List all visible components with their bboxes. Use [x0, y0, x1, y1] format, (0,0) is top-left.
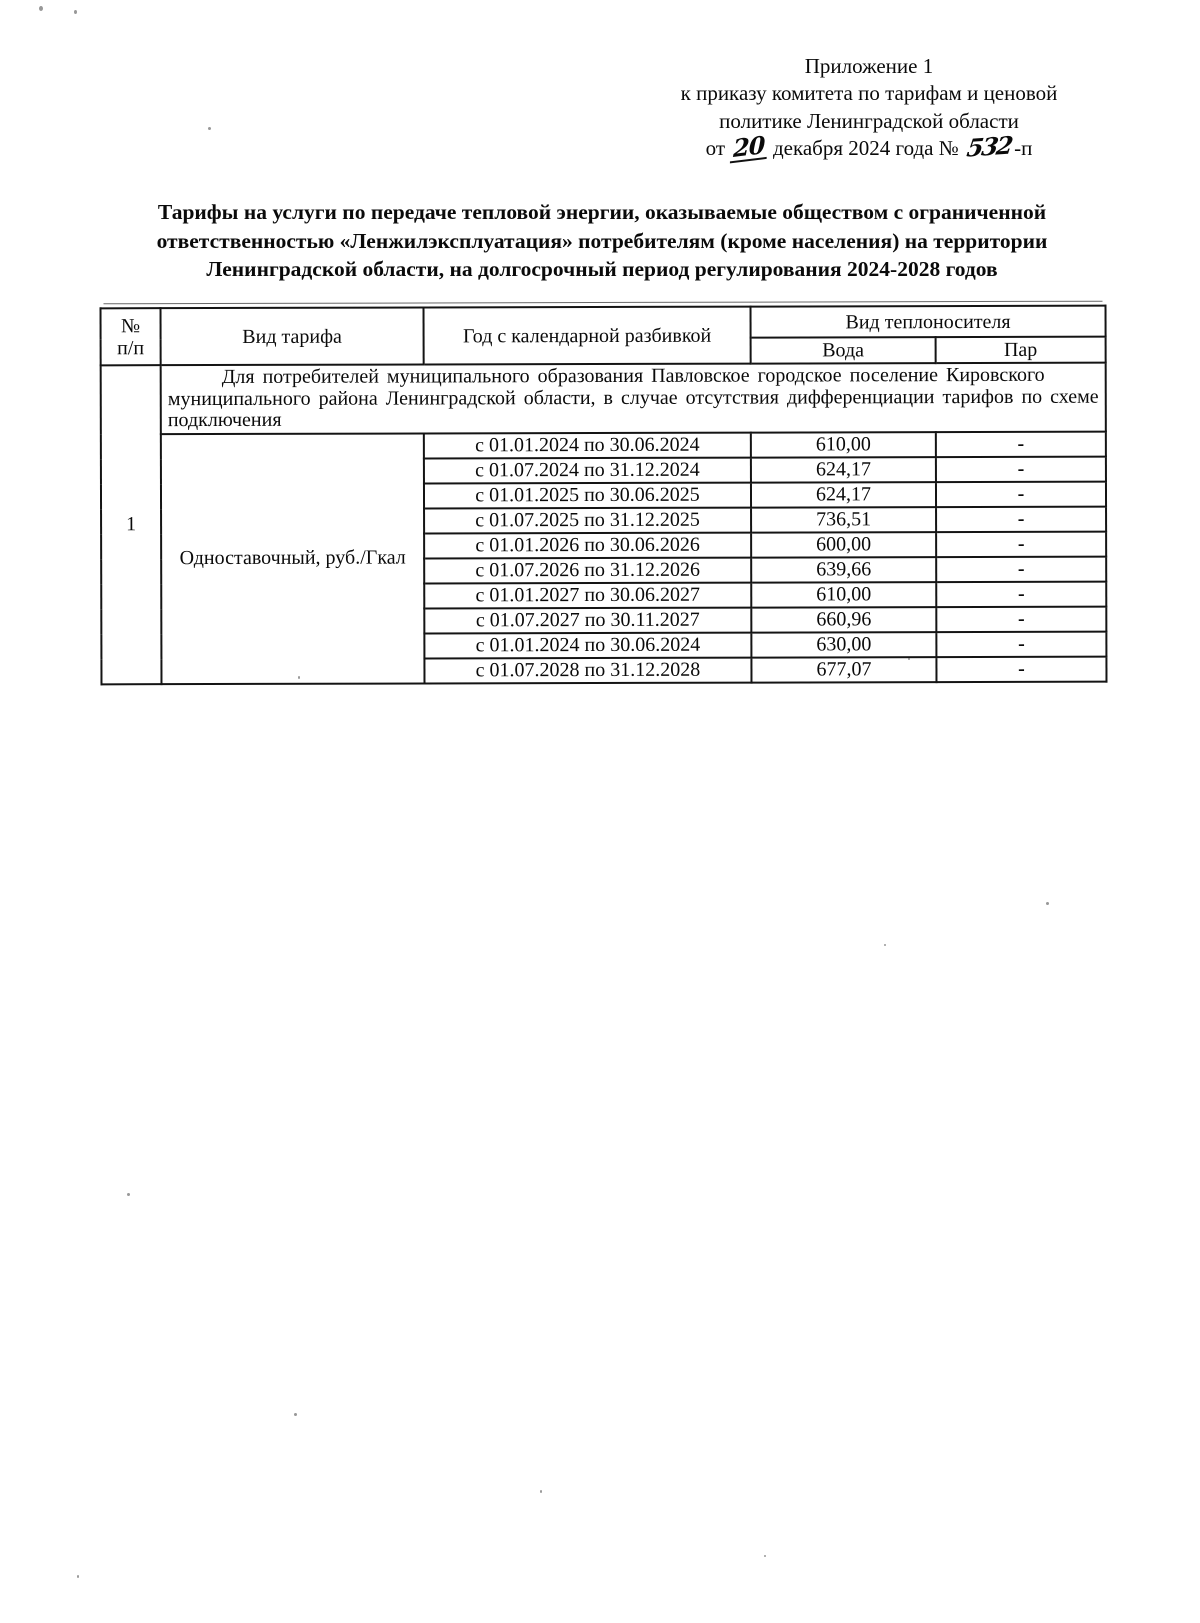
header-heat-carrier: Вид теплоносителя [750, 305, 1106, 338]
period-cell: с 01.07.2028 по 31.12.2028 [424, 657, 752, 683]
handwritten-order-number: 532 [965, 130, 1014, 163]
title-line: Ленинградской области, на долгосрочный п… [206, 257, 998, 282]
table-header-row-1: № п/п Вид тарифа Год с календарной разби… [100, 305, 1106, 366]
appendix-line-2: к приказу комитета по тарифам и ценовой [680, 81, 1058, 106]
period-cell: с 01.07.2025 по 31.12.2025 [424, 507, 752, 533]
order-suffix: -п [1014, 135, 1033, 160]
header-num-cell: № п/п [100, 308, 161, 366]
document-title: Тарифы на услуги по передаче тепловой эн… [106, 198, 1098, 284]
appendix-header: Приложение 1 к приказу комитета по тариф… [646, 53, 1092, 164]
scan-speck [540, 1490, 542, 1493]
period-cell: с 01.01.2026 по 30.06.2026 [424, 532, 752, 558]
scan-speck [208, 127, 211, 130]
header-num-top: № [120, 314, 141, 337]
group-number-cell: 1 [100, 365, 162, 684]
steam-value-cell: - [936, 506, 1107, 532]
scan-speck [294, 1413, 297, 1416]
tariff-name-cell: Одноставочный, руб./Гкал [160, 432, 425, 684]
appendix-line-1: Приложение 1 [804, 54, 934, 78]
header-water: Вода [750, 337, 936, 364]
steam-value-cell: - [936, 581, 1107, 607]
steam-value-cell: - [936, 606, 1107, 632]
water-value-cell: 736,51 [751, 506, 937, 533]
period-cell: с 01.07.2024 по 31.12.2024 [423, 457, 751, 483]
period-cell: с 01.01.2025 по 30.06.2025 [423, 482, 752, 508]
date-rest: декабря 2024 года № [772, 135, 959, 160]
header-num-bottom: п/п [117, 336, 145, 359]
water-value-cell: 639,66 [751, 556, 937, 583]
water-value-cell: 677,07 [751, 656, 937, 683]
tariff-period-row: Одноставочный, руб./Гкал с 01.01.2024 по … [101, 431, 1106, 684]
scan-speck [127, 1193, 130, 1196]
scan-speck [908, 658, 910, 660]
water-value-cell: 630,00 [751, 631, 937, 658]
period-cell: с 01.07.2027 по 30.11.2027 [424, 607, 752, 633]
tariff-table-wrap: № п/п Вид тарифа Год с календарной разби… [100, 305, 1108, 685]
scan-speck [298, 676, 300, 679]
handwritten-day: 20 [730, 130, 768, 164]
group-description-row: 1 Для потребителей муниципального образо… [100, 362, 1106, 684]
water-value-cell: 660,96 [751, 606, 937, 633]
steam-value-cell: - [935, 456, 1106, 482]
period-cell: с 01.01.2024 по 30.06.2024 [424, 632, 752, 658]
scan-speck [884, 944, 886, 946]
period-cell: с 01.01.2027 по 30.06.2027 [424, 582, 752, 608]
header-tariff-type: Вид тарифа [160, 307, 424, 366]
steam-value-cell: - [935, 481, 1107, 507]
scan-speck [39, 6, 43, 11]
title-line: ответственностью «Ленжилэксплуатация» по… [156, 228, 1048, 253]
tariff-table: № п/п Вид тарифа Год с календарной разби… [100, 305, 1108, 685]
appendix-line-3: политике Ленинградской области [719, 108, 1019, 133]
water-value-cell: 624,17 [750, 456, 936, 483]
title-line: Тарифы на услуги по передаче тепловой эн… [157, 200, 1047, 224]
water-value-cell: 624,17 [750, 481, 937, 508]
period-cell: с 01.01.2024 по 30.06.2024 [423, 432, 751, 458]
scan-speck [77, 1575, 79, 1578]
steam-value-cell: - [936, 656, 1107, 682]
appendix-date-line: от 20 декабря 2024 года № 532-п [646, 130, 1092, 164]
steam-value-cell: - [935, 431, 1106, 457]
scan-speck [1046, 902, 1049, 905]
steam-value-cell: - [936, 556, 1107, 582]
group-description-cell: Для потребителей муниципального образова… [160, 362, 1106, 434]
date-prefix: от [705, 135, 726, 160]
water-value-cell: 600,00 [751, 531, 937, 558]
steam-value-cell: - [936, 631, 1107, 657]
steam-value-cell: - [936, 531, 1107, 557]
header-year-breakdown: Год с календарной разбивкой [423, 306, 751, 365]
header-steam: Пар [935, 336, 1106, 364]
water-value-cell: 610,00 [751, 581, 937, 608]
scan-speck [74, 10, 77, 14]
period-cell: с 01.07.2026 по 31.12.2026 [424, 557, 752, 583]
water-value-cell: 610,00 [750, 431, 936, 458]
scan-speck [764, 1555, 766, 1557]
